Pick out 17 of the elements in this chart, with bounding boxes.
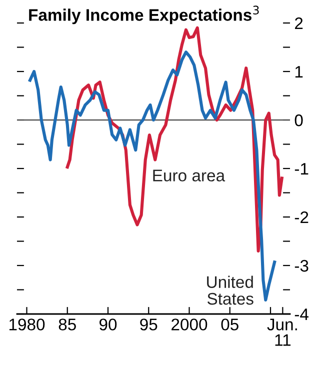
y-tick-label: -1	[294, 163, 308, 175]
y-tick-label: 1	[295, 66, 303, 78]
x-tick-label: 90	[100, 318, 117, 330]
x-tick-label: Jun. 11	[267, 318, 297, 346]
x-tick-label: 05	[221, 318, 238, 330]
x-tick-label: 2000	[172, 318, 208, 330]
x-tick-label: 95	[140, 318, 158, 330]
series-label: Euro area	[153, 170, 226, 182]
y-tick-label: -2	[294, 211, 308, 224]
y-tick-label: 2	[295, 17, 303, 30]
y-tick-label: 0	[294, 114, 303, 126]
x-tick-label: 85	[58, 318, 76, 330]
x-tick-label: 1980	[9, 318, 45, 330]
y-tick-label: -3	[294, 260, 308, 272]
chart-title: Family Income Expectations$^{3}$	[29, 6, 259, 24]
series-label: United States	[207, 276, 254, 305]
y-tick-label: -4	[294, 308, 308, 320]
